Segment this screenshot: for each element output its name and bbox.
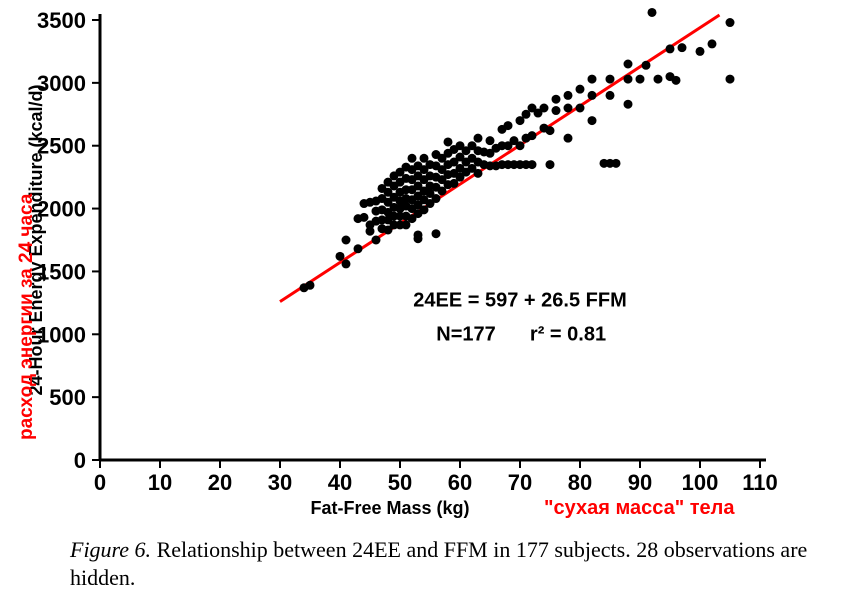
figure-container: 0102030405060708090100110 05001000150020… (0, 0, 844, 606)
x-axis-label: Fat-Free Mass (kg) (310, 498, 469, 518)
figure-caption: Figure 6. Relationship between 24EE and … (70, 536, 810, 591)
figure-number: Figure 6. (70, 537, 151, 562)
scatter-chart: 0102030405060708090100110 05001000150020… (0, 0, 844, 530)
x-tick-label: 20 (208, 470, 232, 495)
scatter-points (300, 8, 735, 292)
x-tick-label: 80 (568, 470, 592, 495)
x-tick-label: 10 (148, 470, 172, 495)
x-tick-label: 30 (268, 470, 292, 495)
x-tick-label: 90 (628, 470, 652, 495)
x-tick-label: 100 (682, 470, 719, 495)
x-tick-label: 60 (448, 470, 472, 495)
regression-equation: 24EE = 597 + 26.5 FFM (413, 290, 626, 312)
x-tick-label: 70 (508, 470, 532, 495)
sample-size-label: N=177 (436, 324, 496, 346)
x-tick-label: 110 (742, 470, 778, 495)
y-tick-label: 500 (49, 385, 86, 410)
figure-caption-text: Relationship between 24EE and FFM in 177… (70, 537, 807, 590)
y-axis-translation-annotation: расход энергии за 24 часа (16, 194, 38, 440)
y-tick-label: 3500 (37, 8, 86, 33)
regression-line (280, 15, 719, 302)
x-axis-translation-annotation: "сухая масса" тела (544, 497, 735, 519)
x-tick-label: 0 (94, 470, 106, 495)
y-tick-label: 0 (74, 448, 86, 473)
r-squared-label: r² = 0.81 (530, 324, 606, 346)
x-tick-label: 40 (328, 470, 352, 495)
x-tick-label: 50 (388, 470, 412, 495)
